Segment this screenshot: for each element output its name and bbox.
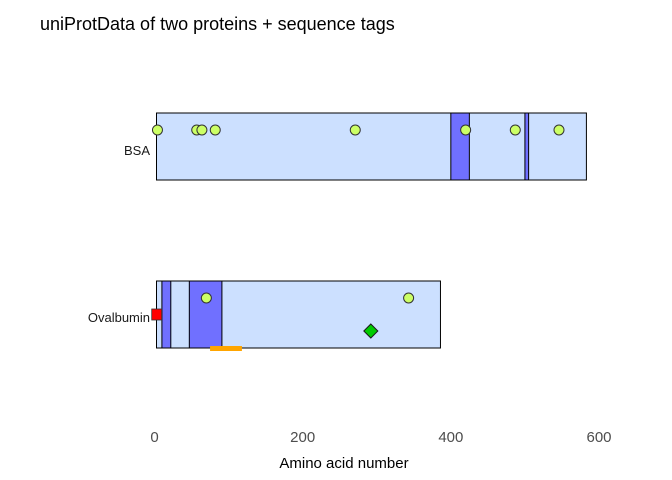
x-tick-label: 400 [438, 429, 463, 446]
site-point [553, 124, 565, 136]
tag-diamond [363, 323, 379, 339]
site-point [200, 292, 212, 304]
site-point [403, 292, 415, 304]
x-tick-label: 0 [150, 429, 158, 446]
tag-bar [210, 346, 242, 351]
x-axis: 0 200 400 600 [150, 429, 611, 446]
site-point [509, 124, 521, 136]
category-label-bsa: BSA [124, 143, 150, 158]
plot-area: BSA Ovalbumin [88, 112, 587, 351]
tag-square [151, 308, 163, 321]
category-label-ovalbumin: Ovalbumin [88, 310, 150, 325]
chart-title: uniProtData of two proteins + sequence t… [40, 14, 395, 34]
domain-rect [161, 280, 172, 349]
protein-track: BSA [124, 112, 587, 181]
x-axis-title: Amino acid number [279, 455, 408, 472]
domain-rect [524, 112, 530, 181]
x-tick-label: 600 [586, 429, 611, 446]
site-point [196, 124, 208, 136]
site-point [151, 124, 163, 136]
domain-rect [450, 112, 470, 181]
domain-rect [188, 280, 223, 349]
site-point [349, 124, 361, 136]
protein-bar-bsa [156, 112, 587, 181]
site-point [209, 124, 221, 136]
protein-track: Ovalbumin [88, 280, 441, 351]
x-tick-label: 200 [290, 429, 315, 446]
site-point [460, 124, 472, 136]
